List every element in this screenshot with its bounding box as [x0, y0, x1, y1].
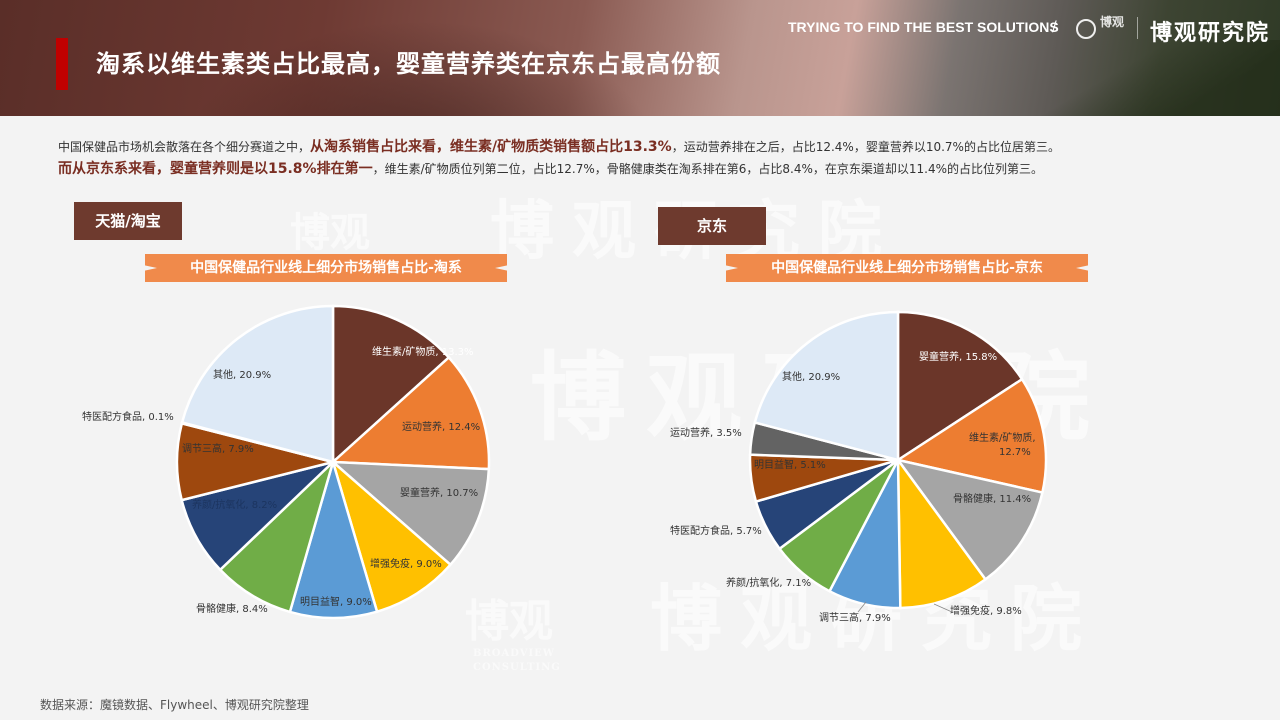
slice-label: 明目益智, 5.1% [754, 458, 826, 471]
pie-slice [894, 377, 1048, 495]
data-source: 数据来源：魔镜数据、Flywheel、博观研究院整理 [40, 698, 309, 712]
intro-highlight: 从淘系销售占比来看，维生素/矿物质类销售额占比13.3% [310, 139, 672, 155]
slice-label: 骨骼健康, 11.4% [953, 492, 1031, 505]
pie-slice [895, 458, 1044, 582]
pie-chart-jd: 婴童营养, 15.8% 维生素/矿物质, 12.7% 骨骼健康, 11.4% 增强免疫,… [670, 310, 1048, 624]
header-mountain-shade [180, 20, 660, 116]
leader-line [857, 601, 867, 613]
slice-label: 维生素/矿物质, 13.3% [372, 345, 474, 358]
slice-label: 特医配方食品, 5.7% [670, 524, 762, 537]
slice-label: 12.7% [999, 447, 1031, 458]
header-banner: 淘系以维生素类占比最高，婴童营养类在京东占最高份额 TRYING TO FIND… [0, 0, 1280, 116]
pie-slice [329, 460, 491, 567]
intro-text: 中国保健品市场机会散落在各个细分赛道之中， [58, 140, 311, 154]
slice-label: 婴童营养, 10.7% [400, 486, 478, 499]
pie-slice [180, 304, 335, 464]
intro-text: ，运动营养排在之后，占比12.4%，婴童营养以10.7%的占比位居第三。 [671, 140, 1060, 154]
slice-label: 运动营养, 3.5% [670, 426, 742, 439]
intro-line-2: 而从京东系来看，婴童营养则是以15.8%排在第一，维生素/矿物质位列第二位，占比… [58, 158, 1258, 180]
platform-tag-taobao: 天猫/淘宝 [74, 202, 182, 240]
logo-mark-text: 博观 [1100, 15, 1125, 29]
slice-label: 维生素/矿物质, [969, 431, 1036, 444]
slice-label: 特医配方食品, 0.1% [82, 410, 174, 423]
page-title: 淘系以维生素类占比最高，婴童营养类在京东占最高份额 [96, 50, 721, 78]
pie-slice [331, 304, 451, 465]
slice-label: 其他, 20.9% [213, 368, 271, 381]
slice-label: 养颜/抗氧化, 7.1% [726, 576, 811, 589]
intro-highlight: 从京东系来看，婴童营养则是以15.8%排在第一 [72, 161, 373, 177]
slice-label: 其他, 20.9% [782, 370, 840, 383]
slice-label: 调节三高, 7.9% [819, 611, 891, 624]
slice-label: 婴童营养, 15.8% [919, 350, 997, 363]
pie-slice [896, 310, 1024, 463]
slice-label: 调节三高, 7.9% [182, 442, 254, 455]
pie-slice [329, 355, 491, 471]
chart-title-taobao: 中国保健品行业线上细分市场销售占比-淘系 [145, 254, 507, 282]
slogan-separator: / [1052, 19, 1057, 35]
intro-paragraph: 中国保健品市场机会散落在各个细分赛道之中，从淘系销售占比来看，维生素/矿物质类销… [58, 136, 1258, 180]
leader-line [933, 603, 953, 613]
slice-label: 增强免疫, 9.8% [950, 604, 1022, 617]
header-forest-shade [900, 40, 1280, 116]
pie-chart-taobao: 维生素/矿物质, 13.3% 运动营养, 12.4% 婴童营养, 10.7% 增强免疫… [82, 304, 491, 620]
slice-label: 骨骼健康, 8.4% [196, 602, 268, 615]
chart-title-jd: 中国保健品行业线上细分市场销售占比-京东 [726, 254, 1088, 282]
intro-text: ，维生素/矿物质位列第二位，占比12.7%，骨骼健康类在淘系排在第6，占比8.4… [372, 162, 1043, 176]
logo-ring-icon [1076, 19, 1096, 39]
brand-name: 博观研究院 [1150, 20, 1271, 46]
logo-mark: 博观 [1100, 16, 1124, 28]
platform-tag-jd: 京东 [658, 207, 766, 245]
intro-text: 而 [58, 161, 72, 177]
slice-label: 养颜/抗氧化, 8.2% [192, 498, 277, 511]
pie-slice [753, 310, 900, 462]
slice-label: 增强免疫, 9.0% [370, 557, 442, 570]
slice-label: 运动营养, 12.4% [402, 420, 480, 433]
pie-slice [288, 457, 379, 620]
pie-slice [896, 456, 988, 610]
logo-divider [1137, 17, 1138, 39]
intro-line-1: 中国保健品市场机会散落在各个细分赛道之中，从淘系销售占比来看，维生素/矿物质类销… [58, 136, 1258, 158]
title-accent-bar [56, 38, 68, 90]
slogan: TRYING TO FIND THE BEST SOLUTIONS [788, 19, 1059, 35]
slice-label: 明目益智, 9.0% [300, 595, 372, 608]
pie-slice [330, 458, 453, 614]
